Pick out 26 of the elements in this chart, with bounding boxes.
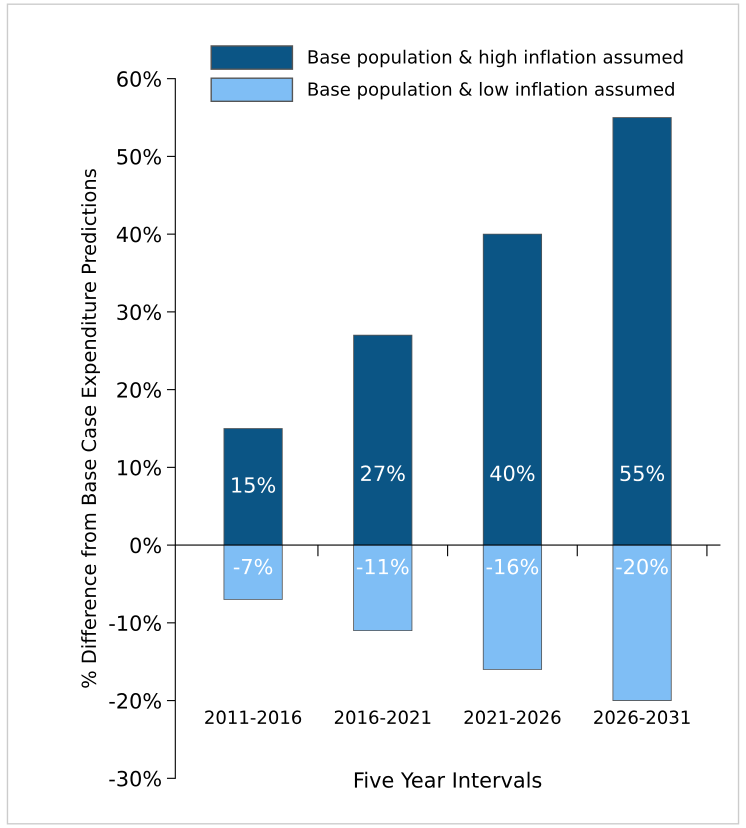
y-tick-label: 10%: [118, 460, 161, 476]
data-label: 15%: [232, 477, 276, 493]
x-tick-label: 2011-2016: [205, 710, 302, 724]
y-tick-label: -20%: [109, 693, 161, 709]
y-tick-label: 30%: [117, 304, 161, 320]
data-label: 27%: [361, 465, 405, 482]
legend-label: Base population & high inflation assumed: [308, 50, 682, 68]
x-tick-label: 2016-2021: [334, 710, 430, 724]
y-tick-label: 50%: [117, 148, 161, 165]
y-tick-label: 20%: [117, 382, 161, 398]
y-tick-label: 60%: [117, 71, 161, 87]
y-axis-title: % Difference from Base Case Expenditure Predictions: [81, 169, 100, 688]
y-tick-label: -10%: [109, 615, 161, 632]
data-label: -20%: [616, 558, 668, 574]
data-label: -16%: [486, 558, 538, 574]
legend-label: Base population & low inflation assumed: [308, 82, 674, 100]
data-label: -7%: [234, 558, 272, 574]
y-tick-label: 40%: [116, 226, 161, 242]
x-tick-label: 2021-2026: [464, 710, 560, 724]
x-tick-label: 2026-2031: [594, 710, 690, 724]
y-tick-label: 0%: [130, 538, 161, 554]
y-tick-label: -30%: [109, 770, 161, 787]
data-label: 40%: [490, 465, 534, 482]
x-axis-title: Five Year Intervals: [354, 772, 542, 788]
data-label: 55%: [620, 465, 664, 482]
data-label: -11%: [356, 558, 409, 574]
